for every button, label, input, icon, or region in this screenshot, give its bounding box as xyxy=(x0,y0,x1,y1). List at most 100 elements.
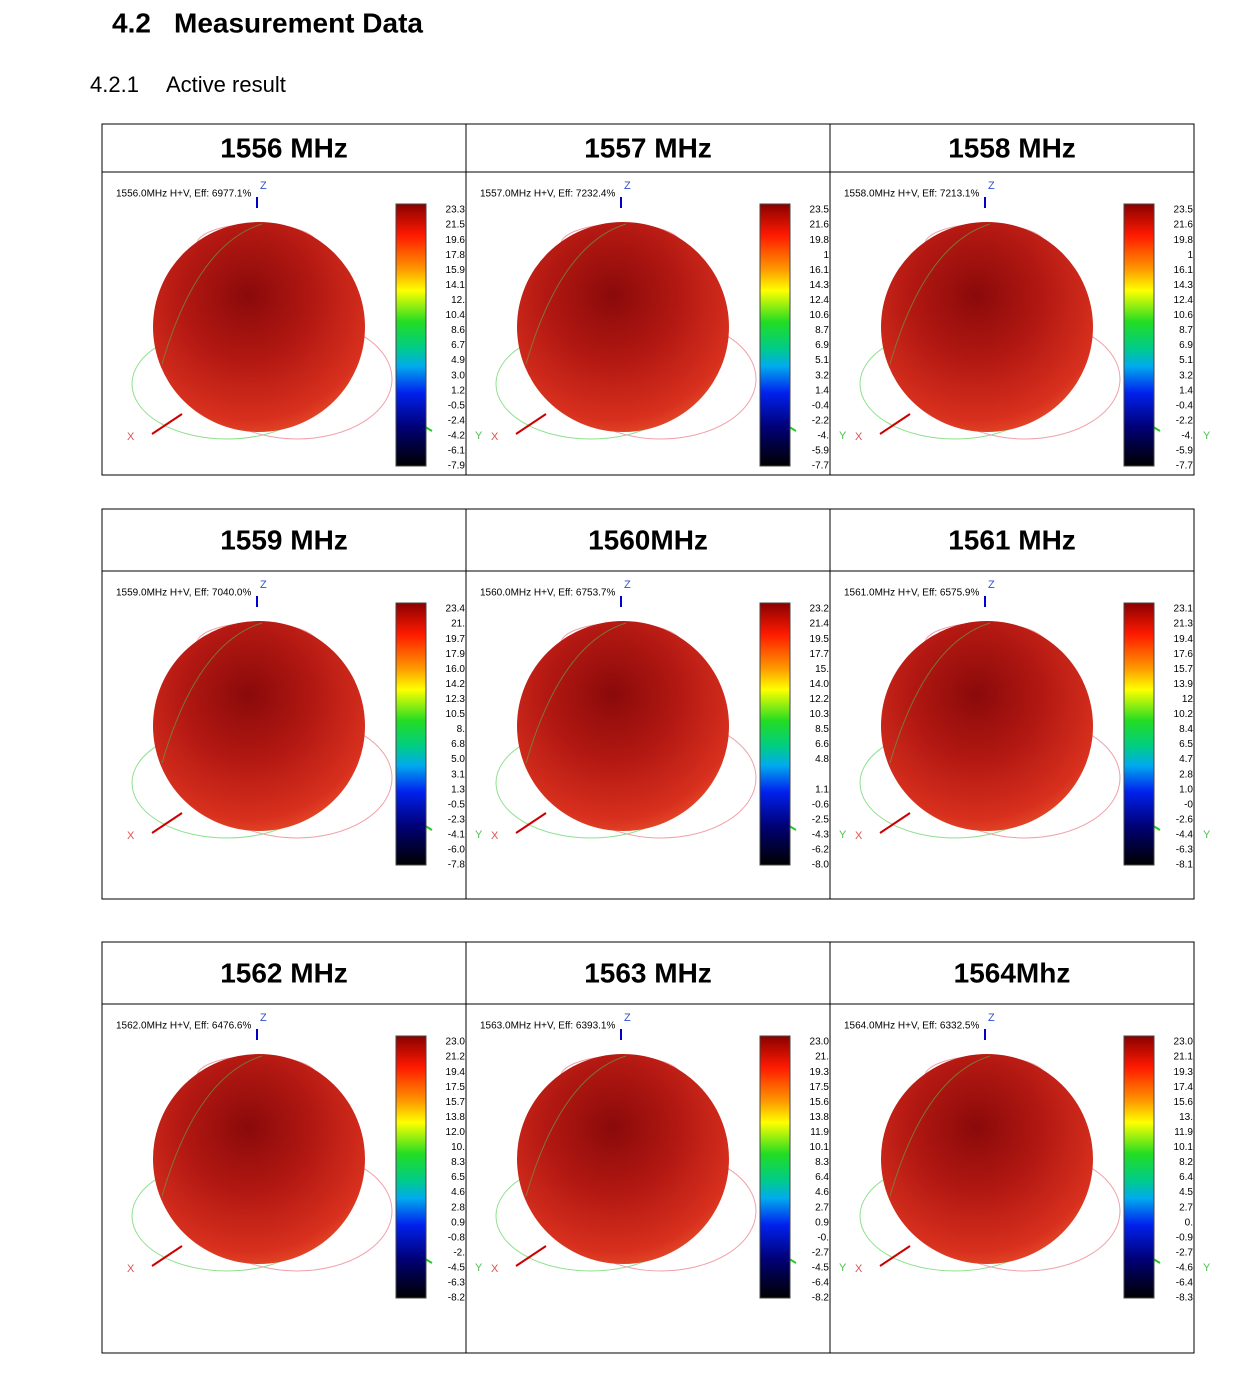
color-bar xyxy=(759,203,791,467)
pattern-sphere xyxy=(517,621,729,831)
z-axis-label: Z xyxy=(624,579,631,591)
scale-label: -4.5 xyxy=(448,1263,466,1274)
scale-label: -2.7 xyxy=(1176,1247,1194,1258)
scale-label: 4.9 xyxy=(451,355,465,366)
scale-label: 6.8 xyxy=(451,739,465,750)
subsection-number: 4.2.1 xyxy=(90,72,139,97)
y-axis-label: Y xyxy=(475,1262,483,1274)
scale-label: -0. xyxy=(817,1232,829,1243)
scale-label: -0.6 xyxy=(812,799,830,810)
scale-label: 4.6 xyxy=(815,1187,829,1198)
scale-label: -7.7 xyxy=(1176,461,1194,472)
axis-arc xyxy=(525,622,627,764)
scale-label: 16.1 xyxy=(1174,265,1194,276)
scale-label: 0.9 xyxy=(815,1217,829,1228)
scale-label: 16.0 xyxy=(446,664,466,675)
scale-label: 6.9 xyxy=(1179,340,1193,351)
section-number: 4.2 xyxy=(112,7,151,38)
pattern-sphere xyxy=(881,222,1093,432)
panel-header: 1561 MHz xyxy=(948,524,1076,555)
scale-label: 14.1 xyxy=(446,280,466,291)
scale-label: 5.0 xyxy=(451,754,465,765)
scale-label: 6.4 xyxy=(815,1172,829,1183)
scale-label: 12. xyxy=(451,295,465,306)
x-axis-label: X xyxy=(491,1263,499,1275)
color-bar xyxy=(395,203,427,467)
pattern-sphere xyxy=(517,1054,729,1264)
scale-label: 19.3 xyxy=(810,1067,830,1078)
scale-label: -8.1 xyxy=(1176,860,1194,871)
scale-label: -6.4 xyxy=(1176,1278,1194,1289)
scale-label: -0.4 xyxy=(1176,400,1194,411)
x-axis-label: X xyxy=(127,431,135,443)
scale-label: 8.3 xyxy=(451,1157,465,1168)
scale-label: 10. xyxy=(451,1142,465,1153)
panel-header: 1562 MHz xyxy=(220,957,348,988)
table-border xyxy=(101,941,1195,1354)
scale-label: -4. xyxy=(1181,431,1193,442)
scale-label: 4.6 xyxy=(451,1187,465,1198)
scale-label: 10.1 xyxy=(1174,1142,1194,1153)
scale-label: -2. xyxy=(453,1247,465,1258)
scale-label: 8.7 xyxy=(1179,325,1193,336)
scale-label: 0. xyxy=(1185,1217,1193,1228)
scale-label: 6.5 xyxy=(451,1172,465,1183)
pattern-sphere xyxy=(517,222,729,432)
scale-label: -4.4 xyxy=(1176,830,1194,841)
scale-label: 17.8 xyxy=(446,250,466,261)
scale-label: -4.3 xyxy=(812,830,830,841)
x-axis xyxy=(515,1245,547,1267)
z-axis-label: Z xyxy=(624,180,631,192)
scale-label: 21. xyxy=(451,619,465,630)
scale-label: 4.5 xyxy=(1179,1187,1193,1198)
scale-label: -8.2 xyxy=(812,1293,830,1304)
scale-label: 6.4 xyxy=(1179,1172,1193,1183)
z-axis-label: Z xyxy=(988,1012,995,1024)
scale-label: -2.4 xyxy=(448,415,466,426)
scale-label: 2.8 xyxy=(451,1202,465,1213)
scale-label: 8. xyxy=(457,724,465,735)
z-axis-label: Z xyxy=(624,1012,631,1024)
scale-label: -4.6 xyxy=(1176,1263,1194,1274)
panel-caption: 1563.0MHz H+V, Eff: 6393.1% xyxy=(480,1021,615,1032)
scale-label: 8.2 xyxy=(1179,1157,1193,1168)
scale-label: 15. xyxy=(815,664,829,675)
scale-label: 1.3 xyxy=(451,784,465,795)
scale-label: 15.7 xyxy=(446,1097,466,1108)
scale-label: -0.4 xyxy=(812,400,830,411)
scale-label: 19.4 xyxy=(446,1067,466,1078)
x-axis-label: X xyxy=(127,830,135,842)
scale-label: 1 xyxy=(823,250,829,261)
section-title: Measurement Data xyxy=(174,7,423,38)
scale-label: 19.7 xyxy=(446,634,466,645)
scale-label: 12.3 xyxy=(446,694,466,705)
scale-label: -4.1 xyxy=(448,830,466,841)
pattern-sphere xyxy=(881,1054,1093,1264)
panel-header: 1564Mhz xyxy=(954,957,1071,988)
scale-label: 16.1 xyxy=(810,265,830,276)
scale-label: -8.2 xyxy=(448,1293,466,1304)
scale-label: -6.3 xyxy=(448,1278,466,1289)
scale-label: -2.3 xyxy=(448,814,466,825)
axis-arc xyxy=(161,1055,263,1197)
scale-label: 23.0 xyxy=(446,1037,466,1048)
axis-arc xyxy=(889,622,991,764)
x-axis xyxy=(515,413,547,435)
axis-arc xyxy=(525,1055,627,1197)
scale-label: 21.6 xyxy=(810,220,830,231)
y-axis-label: Y xyxy=(839,430,847,442)
scale-label: 8.5 xyxy=(815,724,829,735)
scale-label: 21.1 xyxy=(1174,1052,1194,1063)
scale-label: 23.5 xyxy=(1174,205,1194,216)
scale-label: 12.2 xyxy=(810,694,830,705)
scale-label: 13.9 xyxy=(1174,679,1194,690)
scale-label: 1.4 xyxy=(1179,385,1193,396)
scale-label: 5.1 xyxy=(815,355,829,366)
x-axis xyxy=(151,812,183,834)
scale-label: -5.9 xyxy=(1176,446,1194,457)
axis-arc xyxy=(161,223,263,365)
x-axis xyxy=(879,1245,911,1267)
color-bar xyxy=(395,1035,427,1299)
scale-label: 14.3 xyxy=(1174,280,1194,291)
scale-label: 13.8 xyxy=(810,1112,830,1123)
